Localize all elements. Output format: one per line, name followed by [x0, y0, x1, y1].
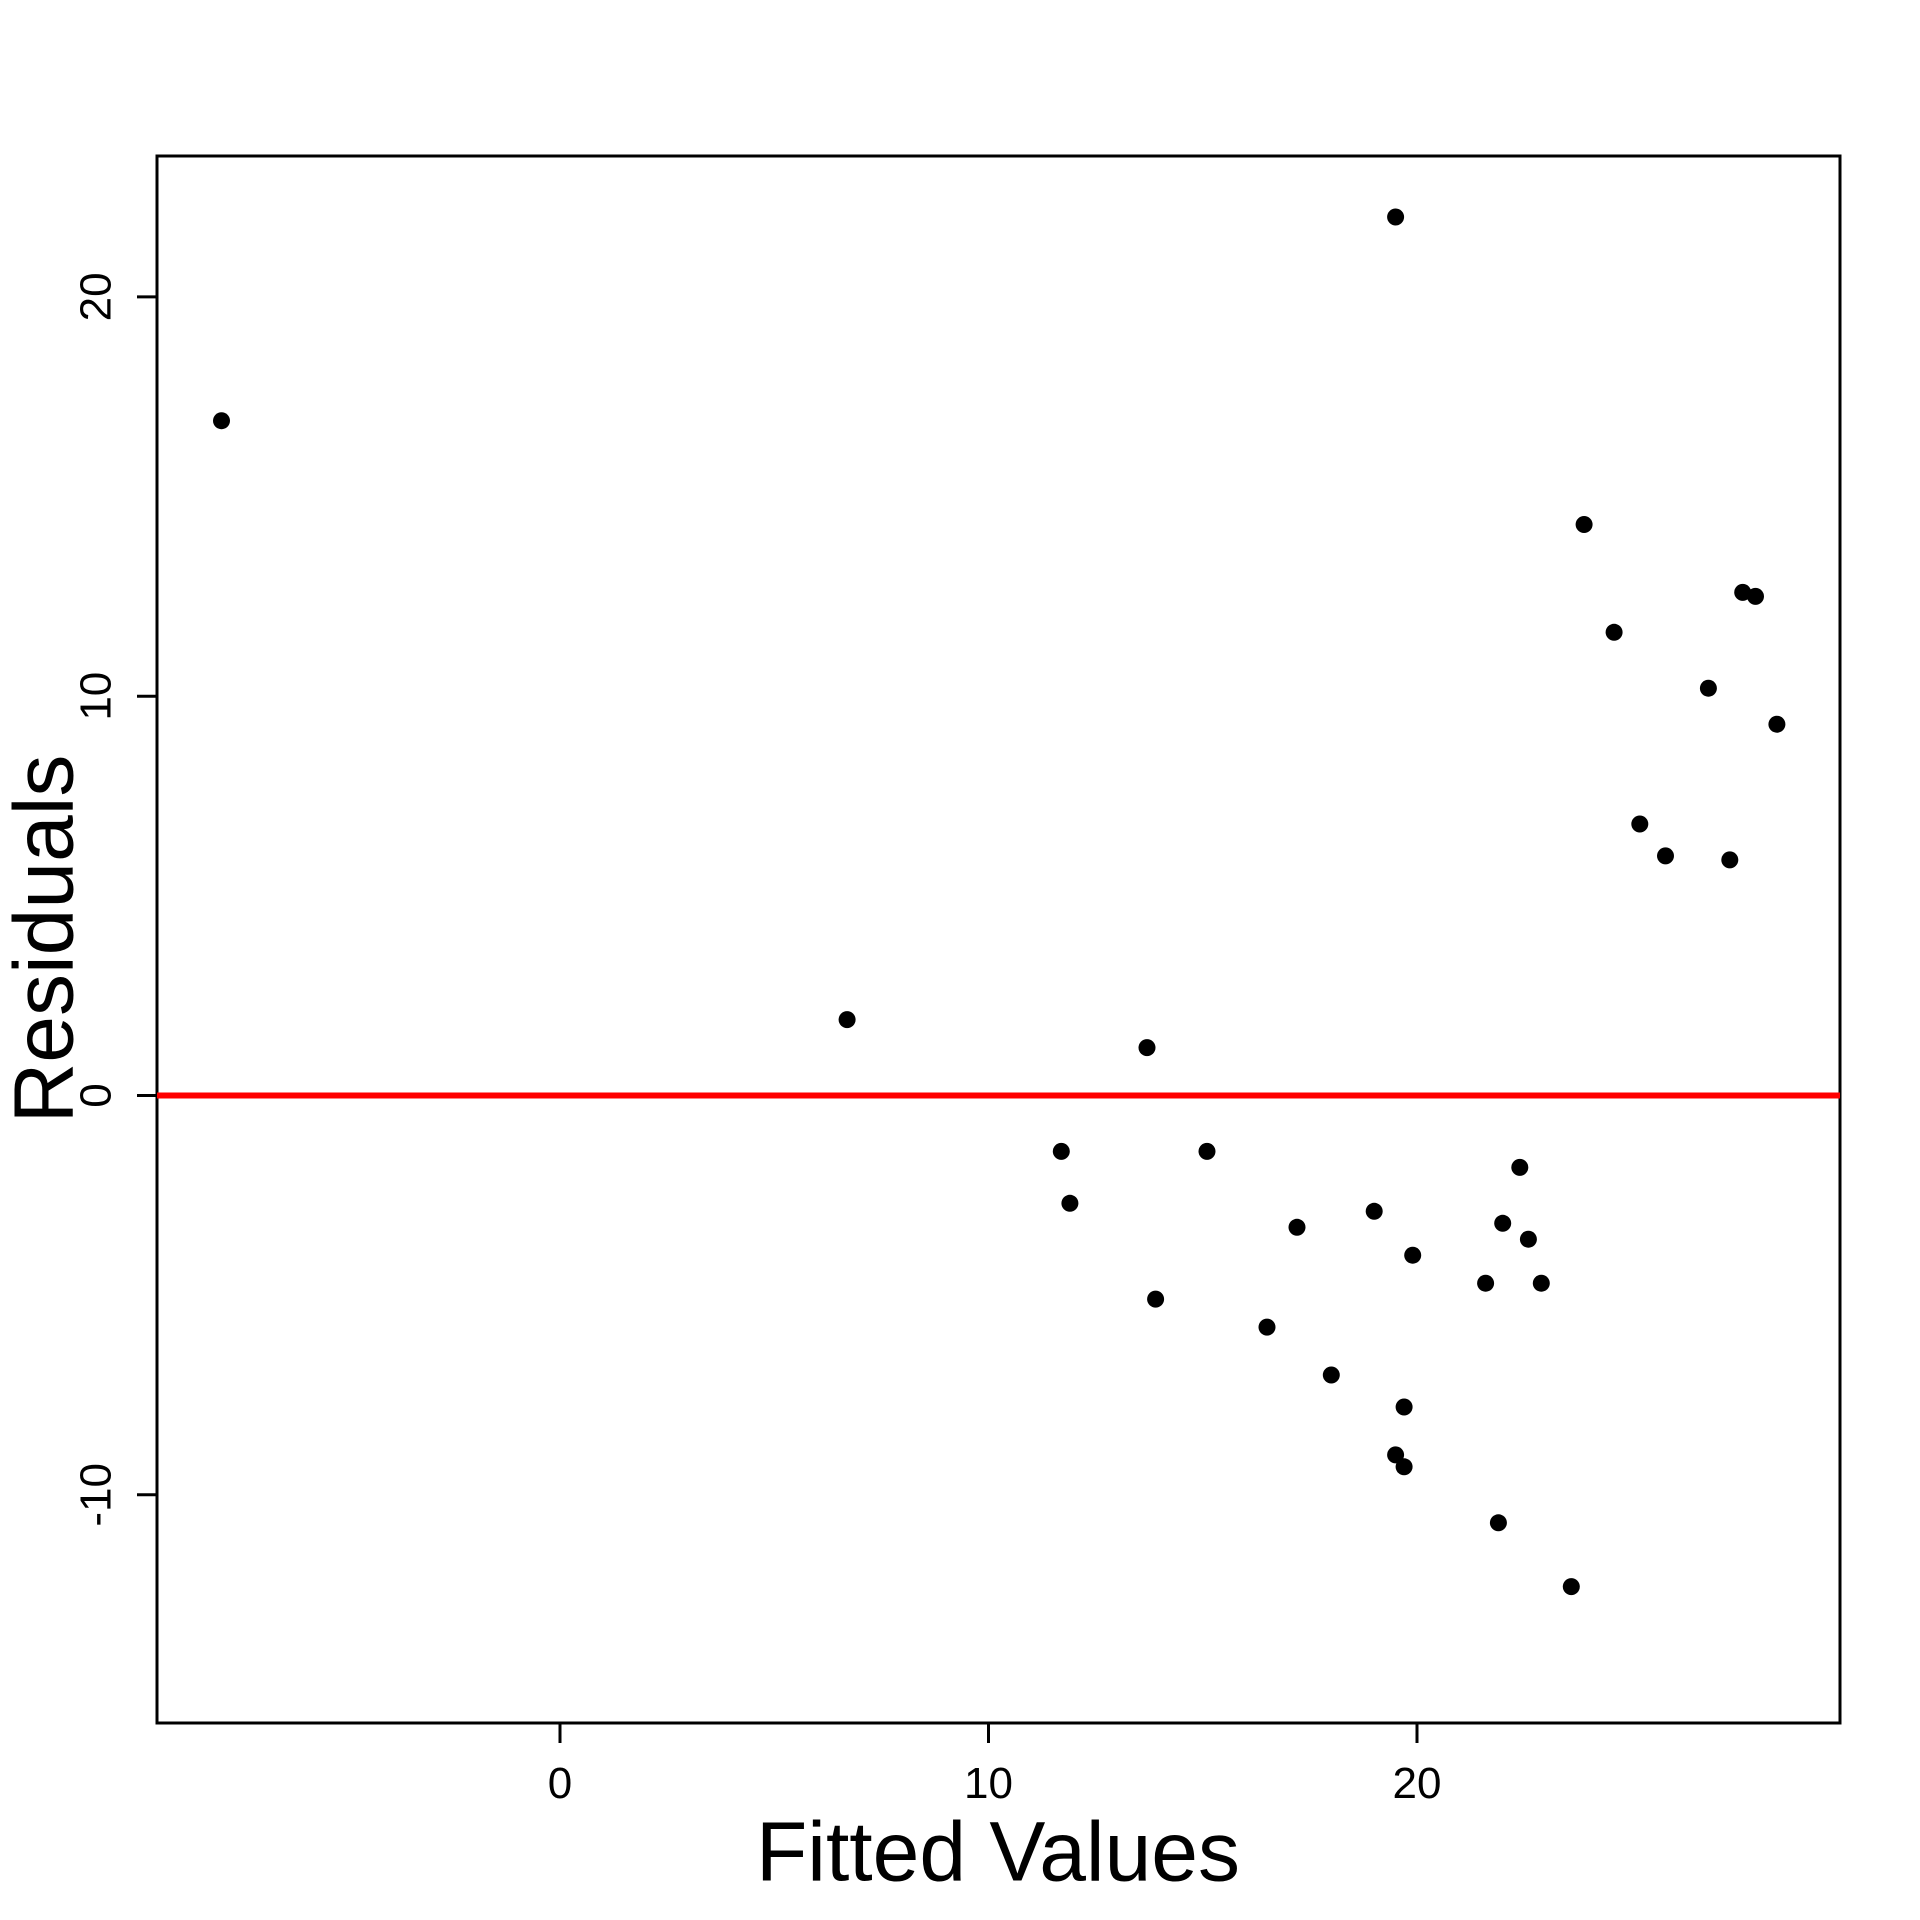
data-point: [1747, 587, 1764, 605]
y-tick-label: 10: [72, 672, 121, 721]
data-point: [1519, 1230, 1537, 1248]
y-tick-label: 0: [72, 1083, 121, 1107]
x-axis-title: Fitted Values: [755, 1804, 1241, 1899]
data-point: [1258, 1318, 1276, 1336]
data-point: [1562, 1578, 1580, 1596]
data-point: [213, 412, 230, 430]
data-point: [1395, 1458, 1413, 1476]
data-point: [1511, 1158, 1529, 1176]
data-point: [1575, 516, 1593, 533]
data-point: [1699, 679, 1717, 697]
data-point: [1387, 1446, 1405, 1464]
data-point: [1631, 815, 1649, 833]
data-point: [1322, 1366, 1340, 1384]
data-point: [1061, 1194, 1079, 1212]
data-point: [1387, 208, 1405, 226]
data-point: [1721, 851, 1739, 869]
data-point: [1532, 1274, 1550, 1292]
data-point: [1734, 583, 1752, 601]
plot-border: [155, 154, 1842, 1725]
data-point: [1198, 1142, 1216, 1160]
y-tick-label: 20: [72, 272, 121, 321]
data-point: [1489, 1514, 1507, 1532]
data-point: [1404, 1246, 1422, 1264]
data-point: [1395, 1398, 1413, 1416]
data-point: [1365, 1202, 1383, 1220]
data-point: [1605, 623, 1623, 641]
data-point: [1052, 1142, 1070, 1160]
x-tick-label: 10: [964, 1759, 1013, 1808]
data-point: [838, 1011, 856, 1029]
data-point: [1657, 847, 1674, 865]
data-point: [1768, 715, 1786, 733]
data-point: [1288, 1218, 1306, 1236]
x-tick-label: 20: [1393, 1759, 1442, 1808]
data-point: [1477, 1274, 1495, 1292]
data-point: [1138, 1039, 1156, 1057]
y-tick-label: -10: [72, 1463, 121, 1527]
data-point: [1147, 1290, 1165, 1308]
x-tick-label: 0: [548, 1759, 572, 1808]
y-axis-title: Residuals: [0, 754, 91, 1124]
data-point: [1494, 1214, 1512, 1232]
